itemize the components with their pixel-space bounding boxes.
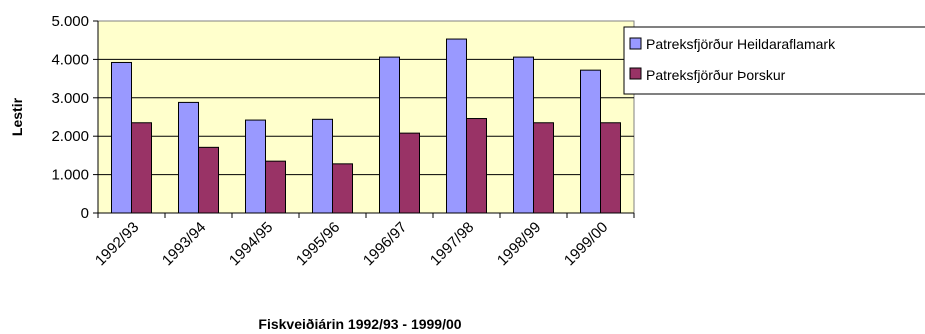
bar-thorskur: [332, 163, 353, 214]
bar-thorskur: [466, 118, 487, 214]
bar-thorskur: [131, 122, 152, 214]
y-tick-label: 0: [81, 205, 89, 222]
x-tick-label: 1996/97: [360, 219, 410, 269]
legend-swatch-heildaraflamark: [629, 37, 642, 50]
y-tick-label: 1.000: [51, 167, 89, 184]
bar-thorskur: [533, 122, 554, 214]
bar-heildaraflamark: [245, 119, 266, 214]
x-axis: 1992/93 1993/94 1994/95 1995/96 1996/97 1997/…: [92, 212, 635, 269]
bar-heildaraflamark: [178, 101, 199, 214]
bar-heildaraflamark: [312, 118, 333, 214]
x-axis-label: Fiskveiðiárin 1992/93 - 1999/00: [258, 316, 461, 332]
legend-label-heildaraflamark: Patreksfjörður Heildaraflamark: [646, 36, 836, 52]
y-tick-label: 3.000: [51, 90, 89, 107]
x-tick-label: 1999/00: [561, 219, 611, 269]
y-tick-label: 5.000: [51, 13, 89, 30]
x-tick-label: 1992/93: [92, 219, 142, 269]
bar-heildaraflamark: [446, 38, 467, 214]
legend-swatch-thorskur: [629, 67, 642, 80]
bar-thorskur: [198, 146, 219, 214]
bar-thorskur: [265, 160, 286, 214]
x-tick-label: 1995/96: [293, 219, 343, 269]
bar-thorskur: [600, 122, 621, 214]
legend-box: [623, 26, 925, 95]
legend: Patreksfjörður Heildaraflamark Patreksfj…: [623, 26, 925, 95]
bars: [111, 38, 621, 214]
y-tick-label: 2.000: [51, 128, 89, 145]
x-tick-label: 1997/98: [427, 219, 477, 269]
x-tick-label: 1993/94: [159, 219, 209, 269]
bar-heildaraflamark: [379, 56, 400, 214]
bar-heildaraflamark: [580, 69, 601, 214]
bar-heildaraflamark: [111, 61, 132, 214]
y-axis-label: Lestir: [9, 97, 25, 136]
y-tick-label: 4.000: [51, 51, 89, 68]
y-axis: 0 1.000 2.000 3.000 4.000 5.000: [51, 13, 99, 222]
x-tick-label: 1998/99: [494, 219, 544, 269]
bar-thorskur: [399, 132, 420, 214]
x-tick-label: 1994/95: [226, 219, 276, 269]
bar-heildaraflamark: [513, 56, 534, 214]
legend-label-thorskur: Patreksfjörður Þorskur: [646, 67, 786, 83]
